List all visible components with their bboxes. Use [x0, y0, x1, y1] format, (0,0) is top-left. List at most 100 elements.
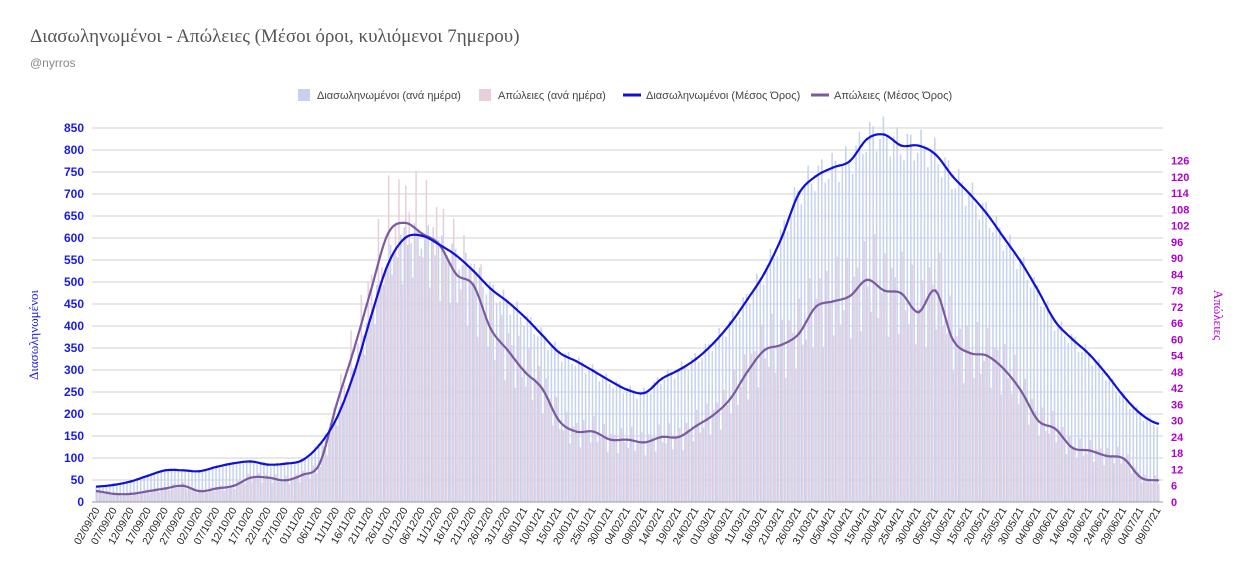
bar-intubated-daily	[519, 316, 522, 502]
bar-deaths-daily	[822, 346, 825, 502]
bar-intubated-daily	[146, 475, 149, 502]
bar-deaths-daily	[175, 487, 178, 502]
bar-deaths-daily	[771, 313, 773, 502]
bar-intubated-daily	[988, 227, 991, 503]
bar-deaths-daily	[521, 377, 523, 502]
bar-deaths-daily	[138, 493, 140, 502]
bar-deaths-daily	[1092, 461, 1095, 502]
line-intubated-avg-point	[746, 298, 749, 301]
bar-deaths-daily	[203, 491, 205, 502]
bar-intubated-daily	[304, 458, 306, 502]
bar-deaths-daily	[586, 431, 588, 502]
bar-intubated-daily	[1118, 395, 1121, 502]
bar-intubated-daily	[239, 460, 241, 502]
bar-deaths-daily	[517, 335, 520, 502]
bar-deaths-daily	[206, 492, 209, 502]
bar-deaths-daily	[891, 268, 893, 502]
bar-intubated-daily	[324, 433, 327, 502]
bar-intubated-daily	[790, 216, 792, 502]
line-deaths-avg-point	[780, 343, 783, 347]
bar-deaths-daily	[401, 284, 404, 502]
bar-intubated-daily	[711, 351, 714, 502]
y-right-tick-label: 78	[1171, 286, 1183, 298]
bar-deaths-daily	[288, 483, 291, 502]
bar-intubated-daily	[769, 248, 772, 502]
bar-intubated-daily	[386, 264, 388, 502]
bar-intubated-daily	[338, 406, 341, 502]
bar-intubated-daily	[430, 241, 433, 502]
bar-intubated-daily	[858, 132, 861, 502]
bar-deaths-daily	[363, 354, 366, 502]
bar-intubated-daily	[1040, 306, 1042, 502]
y-left-tick-label: 550	[64, 253, 84, 267]
legend-swatch	[479, 89, 491, 101]
bar-deaths-daily	[220, 485, 222, 502]
line-intubated-avg-point	[130, 480, 133, 483]
y-right-tick-label: 42	[1171, 383, 1183, 395]
y-right-tick-label: 6	[1171, 481, 1177, 493]
bar-intubated-daily	[376, 284, 378, 502]
bar-deaths-daily	[247, 473, 250, 502]
bar-intubated-daily	[98, 485, 101, 502]
bar-deaths-daily	[384, 273, 387, 502]
bar-intubated-daily	[848, 163, 850, 502]
bar-deaths-daily	[535, 378, 537, 502]
bar-deaths-daily	[606, 451, 609, 502]
bar-deaths-daily	[268, 476, 270, 502]
bar-deaths-daily	[1055, 442, 1057, 502]
bar-intubated-daily	[985, 201, 987, 502]
line-deaths-avg-point	[814, 305, 817, 309]
bar-intubated-daily	[287, 461, 289, 502]
bar-intubated-daily	[341, 402, 344, 502]
line-deaths-avg-point	[540, 386, 544, 390]
y-left-tick-label: 250	[64, 385, 84, 399]
bar-intubated-daily	[317, 446, 320, 502]
bar-deaths-daily	[1051, 410, 1054, 502]
bar-intubated-daily	[218, 467, 221, 502]
bar-deaths-daily	[716, 402, 719, 502]
bar-deaths-daily	[394, 222, 397, 503]
bar-intubated-daily	[1009, 234, 1011, 502]
bar-deaths-daily	[805, 339, 808, 502]
bar-deaths-daily	[737, 404, 739, 502]
bar-intubated-daily	[786, 231, 789, 503]
line-deaths-avg-point	[198, 489, 201, 493]
y-left-tick-label: 500	[64, 275, 84, 289]
line-intubated-avg-point	[506, 300, 509, 303]
line-deaths-avg-point	[420, 232, 424, 235]
line-deaths-avg-point	[506, 349, 509, 352]
line-intubated-avg-point	[917, 144, 920, 147]
bar-intubated-daily	[868, 122, 871, 502]
bar-intubated-daily	[578, 357, 580, 502]
bar-intubated-daily	[307, 457, 310, 502]
bar-deaths-daily	[292, 478, 294, 502]
bar-intubated-daily	[400, 235, 402, 502]
bar-intubated-daily	[393, 253, 395, 502]
bar-deaths-daily	[1113, 463, 1116, 502]
bar-deaths-daily	[435, 207, 438, 502]
line-intubated-avg-point	[1156, 422, 1160, 425]
bar-intubated-daily	[954, 188, 957, 503]
bar-intubated-daily	[396, 257, 399, 502]
bar-deaths-daily	[901, 251, 903, 502]
line-deaths-avg-point	[130, 492, 133, 496]
bar-deaths-daily	[103, 493, 106, 502]
line-intubated-avg-point	[677, 368, 681, 372]
bar-deaths-daily	[209, 487, 212, 502]
bar-deaths-daily	[305, 473, 308, 502]
line-deaths-avg-point	[352, 349, 355, 352]
line-intubated-avg-point	[147, 474, 150, 477]
bar-deaths-daily	[870, 311, 873, 502]
bar-deaths-daily	[387, 175, 390, 502]
bar-intubated-daily	[122, 482, 125, 502]
y-right-tick-label: 120	[1171, 172, 1189, 184]
bar-deaths-daily	[860, 331, 862, 502]
line-deaths-avg-point	[523, 370, 527, 374]
bar-deaths-daily	[730, 414, 732, 502]
bar-intubated-daily	[951, 188, 953, 502]
bar-deaths-daily	[754, 351, 756, 502]
line-deaths-avg-point	[848, 294, 852, 298]
bar-intubated-daily	[834, 160, 837, 502]
bar-intubated-daily	[509, 314, 512, 502]
bar-deaths-daily	[357, 343, 359, 502]
